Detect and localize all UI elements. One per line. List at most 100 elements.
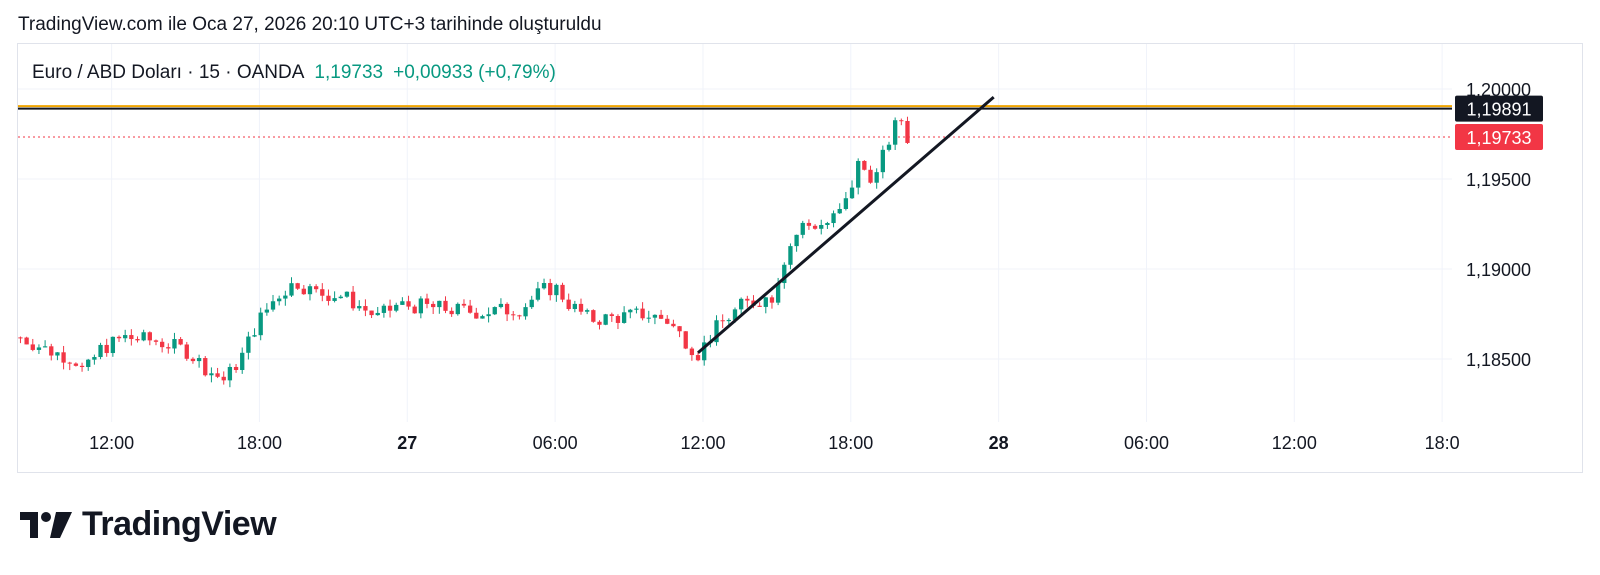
candle-body [135, 339, 140, 341]
candle [899, 118, 904, 126]
candle [270, 294, 276, 312]
candle-body [147, 332, 152, 341]
candle [880, 145, 885, 179]
candle-body [196, 358, 202, 362]
candle [529, 295, 534, 309]
candle [381, 303, 387, 318]
candle-body [788, 246, 793, 265]
candle-body [905, 120, 910, 143]
candle-body [726, 319, 731, 322]
candle [252, 328, 257, 338]
price-change-value: +0,00933 (+0,79%) [393, 62, 556, 83]
candle [541, 278, 547, 290]
candle-body [258, 312, 263, 336]
last-price-tag-label: 1,19733 [1466, 128, 1531, 148]
candle-body [585, 310, 590, 312]
candle-body [634, 308, 639, 310]
candle-body [523, 307, 528, 317]
candle [147, 331, 152, 346]
candle-body [301, 288, 306, 295]
candle-body [246, 336, 251, 353]
candle-body [221, 376, 226, 381]
candle [702, 335, 707, 366]
y-tick-label: 1,19000 [1466, 260, 1531, 280]
candle [498, 298, 504, 309]
candle-body [381, 305, 387, 313]
candle-body [517, 315, 522, 317]
y-tick-label: 1,19500 [1466, 170, 1531, 190]
candle [892, 117, 898, 150]
black-line-price-tag-box [1455, 95, 1543, 122]
candle-body [732, 309, 738, 320]
x-tick-label: 28 [989, 433, 1009, 453]
candle [597, 320, 602, 330]
candle-body [42, 346, 48, 348]
candle [49, 343, 54, 361]
candle-body [73, 363, 79, 366]
candle [788, 243, 793, 270]
candle [320, 283, 325, 302]
candle [55, 352, 60, 361]
candle-body [806, 222, 812, 226]
candle [277, 295, 282, 306]
candle [646, 310, 651, 323]
candle-body [677, 326, 682, 332]
symbol-title: Euro / ABD Doları · 15 · OANDA [32, 62, 305, 83]
candle [628, 308, 633, 319]
candle-body [350, 291, 356, 309]
candle-body [24, 337, 29, 345]
candle-body [868, 169, 873, 183]
last-price-tag-box [1455, 124, 1543, 151]
x-tick-label: 06:00 [1124, 433, 1169, 453]
candle-body [277, 298, 282, 302]
candle [806, 219, 812, 230]
candle [196, 354, 202, 368]
candle [246, 331, 251, 360]
candle-body [720, 320, 725, 322]
candle [30, 338, 35, 352]
candle-body [92, 357, 97, 360]
black-line-price-tag: 1,19891 [1455, 95, 1543, 122]
candle-body [763, 297, 768, 307]
candle [363, 299, 368, 317]
candle-body [344, 291, 350, 297]
candle [535, 281, 541, 302]
candle [566, 293, 571, 311]
last-price-value: 1,19733 [314, 62, 384, 83]
candle [849, 180, 855, 199]
candle [400, 297, 405, 305]
candle [782, 262, 787, 289]
candle [301, 285, 306, 295]
candle [831, 210, 836, 228]
candle [61, 345, 66, 370]
candle [486, 307, 491, 323]
candle-body [597, 321, 602, 325]
candle-body [166, 347, 171, 349]
candle-body [215, 373, 220, 377]
candle-body [782, 264, 787, 284]
candle-body [313, 286, 319, 290]
candle-body [862, 160, 867, 170]
candle [375, 306, 380, 316]
candle [178, 337, 183, 346]
candle-body [695, 355, 701, 361]
candle-body [529, 299, 534, 308]
candle [609, 312, 614, 322]
candle [332, 291, 337, 303]
candle-body [357, 306, 362, 309]
candle-body [609, 314, 614, 316]
candle-body [621, 312, 627, 323]
candle [843, 191, 849, 211]
candle [406, 295, 411, 310]
candle [104, 338, 109, 357]
tradingview-logo-icon [20, 511, 72, 538]
candle [837, 203, 842, 214]
candle [621, 306, 627, 324]
candle-body [467, 305, 473, 313]
candle-body [548, 283, 553, 296]
candle [129, 329, 134, 346]
candle-body [591, 310, 596, 322]
candle-body [153, 340, 159, 342]
candle [504, 302, 510, 322]
